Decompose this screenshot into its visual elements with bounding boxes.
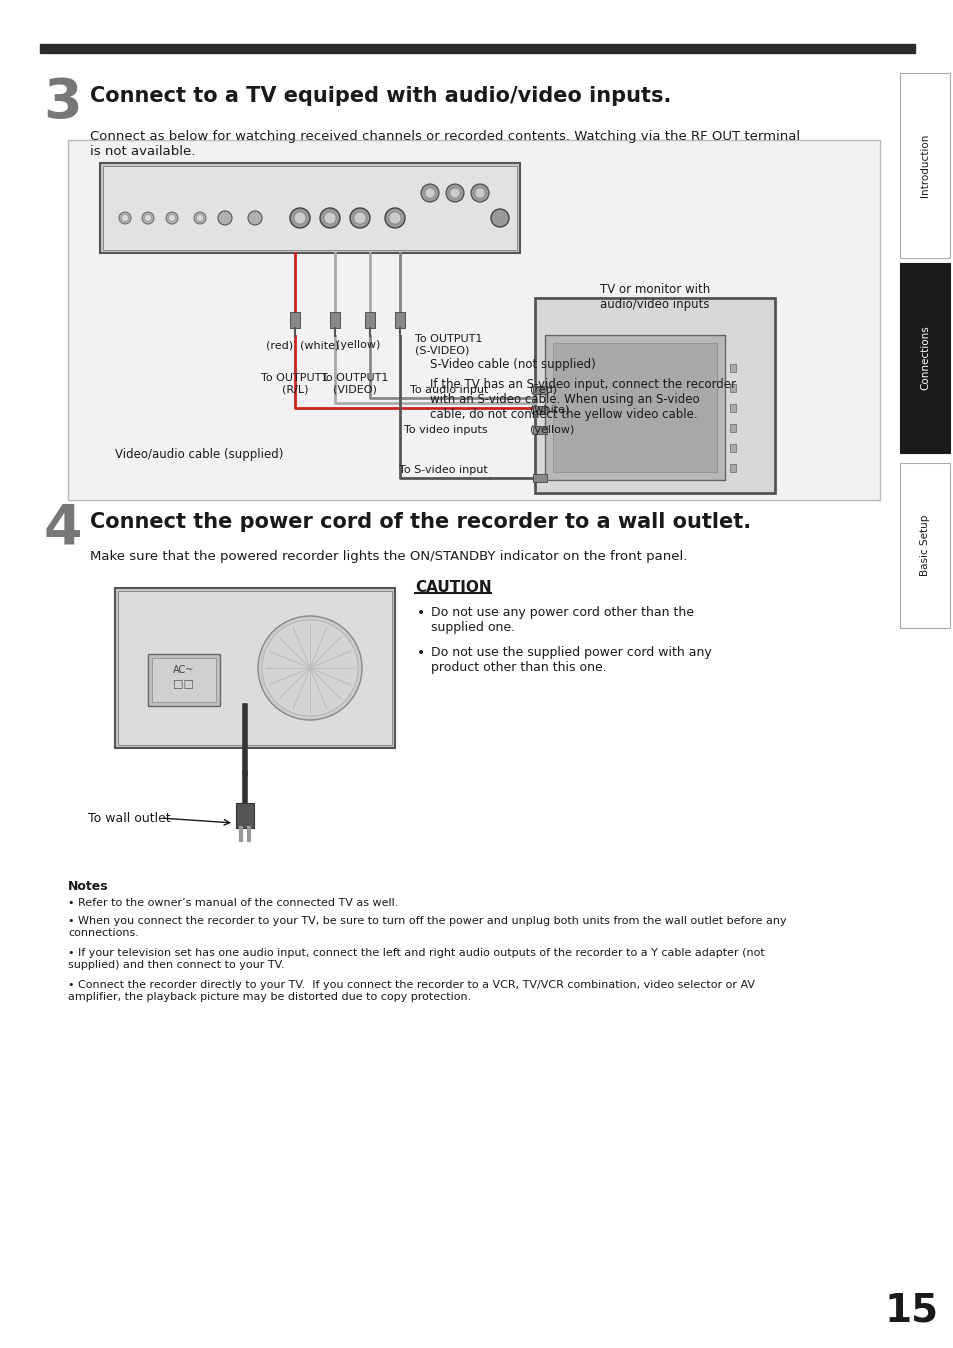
Text: • If your television set has one audio input, connect the left and right audio o: • If your television set has one audio i… xyxy=(68,948,764,969)
Text: To OUTPUT1
(S-VIDEO): To OUTPUT1 (S-VIDEO) xyxy=(415,334,482,356)
Circle shape xyxy=(290,208,310,228)
Text: • Refer to the owner’s manual of the connected TV as well.: • Refer to the owner’s manual of the con… xyxy=(68,898,398,909)
Circle shape xyxy=(119,212,131,224)
Text: To wall outlet: To wall outlet xyxy=(88,811,171,825)
Bar xyxy=(290,311,299,328)
Bar xyxy=(544,336,724,480)
Bar xyxy=(533,386,546,394)
Text: Make sure that the powered recorder lights the ON/STANDBY indicator on the front: Make sure that the powered recorder ligh… xyxy=(90,550,687,563)
Circle shape xyxy=(257,616,361,720)
Text: Connect to a TV equiped with audio/video inputs.: Connect to a TV equiped with audio/video… xyxy=(90,86,671,106)
Text: S-Video cable (not supplied): S-Video cable (not supplied) xyxy=(430,359,595,371)
Bar xyxy=(40,44,914,53)
Bar xyxy=(103,166,517,249)
Circle shape xyxy=(166,212,178,224)
Bar xyxy=(148,654,220,706)
Text: (white): (white) xyxy=(530,404,569,415)
Circle shape xyxy=(324,212,335,224)
Circle shape xyxy=(248,212,262,225)
Bar xyxy=(115,588,395,748)
Bar xyxy=(729,443,735,452)
Bar xyxy=(899,73,949,257)
Text: Connect as below for watching received channels or recorded contents. Watching v: Connect as below for watching received c… xyxy=(90,129,800,158)
Bar xyxy=(68,140,879,500)
Text: Connections: Connections xyxy=(919,326,929,391)
Bar xyxy=(729,464,735,472)
Circle shape xyxy=(471,183,489,202)
Text: Introduction: Introduction xyxy=(919,133,929,197)
Text: •: • xyxy=(416,646,425,661)
Circle shape xyxy=(446,183,463,202)
Circle shape xyxy=(218,212,232,225)
Bar xyxy=(729,425,735,431)
Text: Basic Setup: Basic Setup xyxy=(919,515,929,576)
Text: 3: 3 xyxy=(44,75,82,129)
Text: Video/audio cable (supplied): Video/audio cable (supplied) xyxy=(115,448,283,461)
Text: Do not use the supplied power cord with any
product other than this one.: Do not use the supplied power cord with … xyxy=(431,646,711,674)
Circle shape xyxy=(475,187,484,198)
Text: (red): (red) xyxy=(266,340,294,350)
Bar xyxy=(118,590,392,745)
Text: 15: 15 xyxy=(884,1291,938,1329)
Circle shape xyxy=(196,214,203,221)
Text: CAUTION: CAUTION xyxy=(415,580,491,594)
Circle shape xyxy=(354,212,366,224)
Text: To OUTPUT1
(VIDEO): To OUTPUT1 (VIDEO) xyxy=(321,373,388,395)
Text: 4: 4 xyxy=(44,501,82,555)
Circle shape xyxy=(142,212,153,224)
Circle shape xyxy=(420,183,438,202)
Text: TV or monitor with
audio/video inputs: TV or monitor with audio/video inputs xyxy=(599,283,709,311)
Bar xyxy=(729,404,735,412)
Text: • When you connect the recorder to your TV, be sure to turn off the power and un: • When you connect the recorder to your … xyxy=(68,917,786,938)
Bar xyxy=(533,474,546,483)
Bar xyxy=(330,311,339,328)
Bar xyxy=(395,311,405,328)
Text: AC~: AC~ xyxy=(173,665,194,675)
Circle shape xyxy=(389,212,400,224)
Text: To audio input: To audio input xyxy=(409,386,488,395)
Text: (red): (red) xyxy=(530,386,557,395)
Circle shape xyxy=(319,208,339,228)
Text: Connect the power cord of the recorder to a wall outlet.: Connect the power cord of the recorder t… xyxy=(90,512,750,532)
Circle shape xyxy=(169,214,175,221)
Circle shape xyxy=(450,187,459,198)
Text: •: • xyxy=(416,607,425,620)
Circle shape xyxy=(193,212,206,224)
Text: • Connect the recorder directly to your TV.  If you connect the recorder to a VC: • Connect the recorder directly to your … xyxy=(68,980,754,1002)
Bar xyxy=(535,298,774,493)
Circle shape xyxy=(350,208,370,228)
Text: Do not use any power cord other than the
supplied one.: Do not use any power cord other than the… xyxy=(431,607,693,634)
Circle shape xyxy=(424,187,435,198)
Text: (yellow): (yellow) xyxy=(530,425,574,435)
Bar xyxy=(365,311,375,328)
Circle shape xyxy=(144,214,152,221)
Bar xyxy=(899,462,949,628)
Text: To S-video input: To S-video input xyxy=(399,465,488,474)
Text: (yellow): (yellow) xyxy=(335,340,380,350)
Bar xyxy=(533,426,546,434)
Text: To video inputs: To video inputs xyxy=(404,425,488,435)
Circle shape xyxy=(121,214,129,221)
Bar xyxy=(899,263,949,453)
Bar xyxy=(152,658,215,702)
Circle shape xyxy=(491,209,509,226)
Circle shape xyxy=(294,212,306,224)
Bar xyxy=(729,384,735,392)
Text: To OUTPUT1
(R/L): To OUTPUT1 (R/L) xyxy=(261,373,329,395)
Text: □□: □□ xyxy=(173,678,194,687)
Bar xyxy=(100,163,519,253)
Bar xyxy=(553,342,717,472)
Bar xyxy=(729,364,735,372)
Bar xyxy=(533,406,546,414)
Text: Notes: Notes xyxy=(68,880,109,892)
Text: (white): (white) xyxy=(300,340,339,350)
Circle shape xyxy=(262,620,357,716)
Bar xyxy=(235,803,253,828)
Circle shape xyxy=(385,208,405,228)
Text: If the TV has an S-video input, connect the recorder
with an S-video cable. When: If the TV has an S-video input, connect … xyxy=(430,377,735,421)
